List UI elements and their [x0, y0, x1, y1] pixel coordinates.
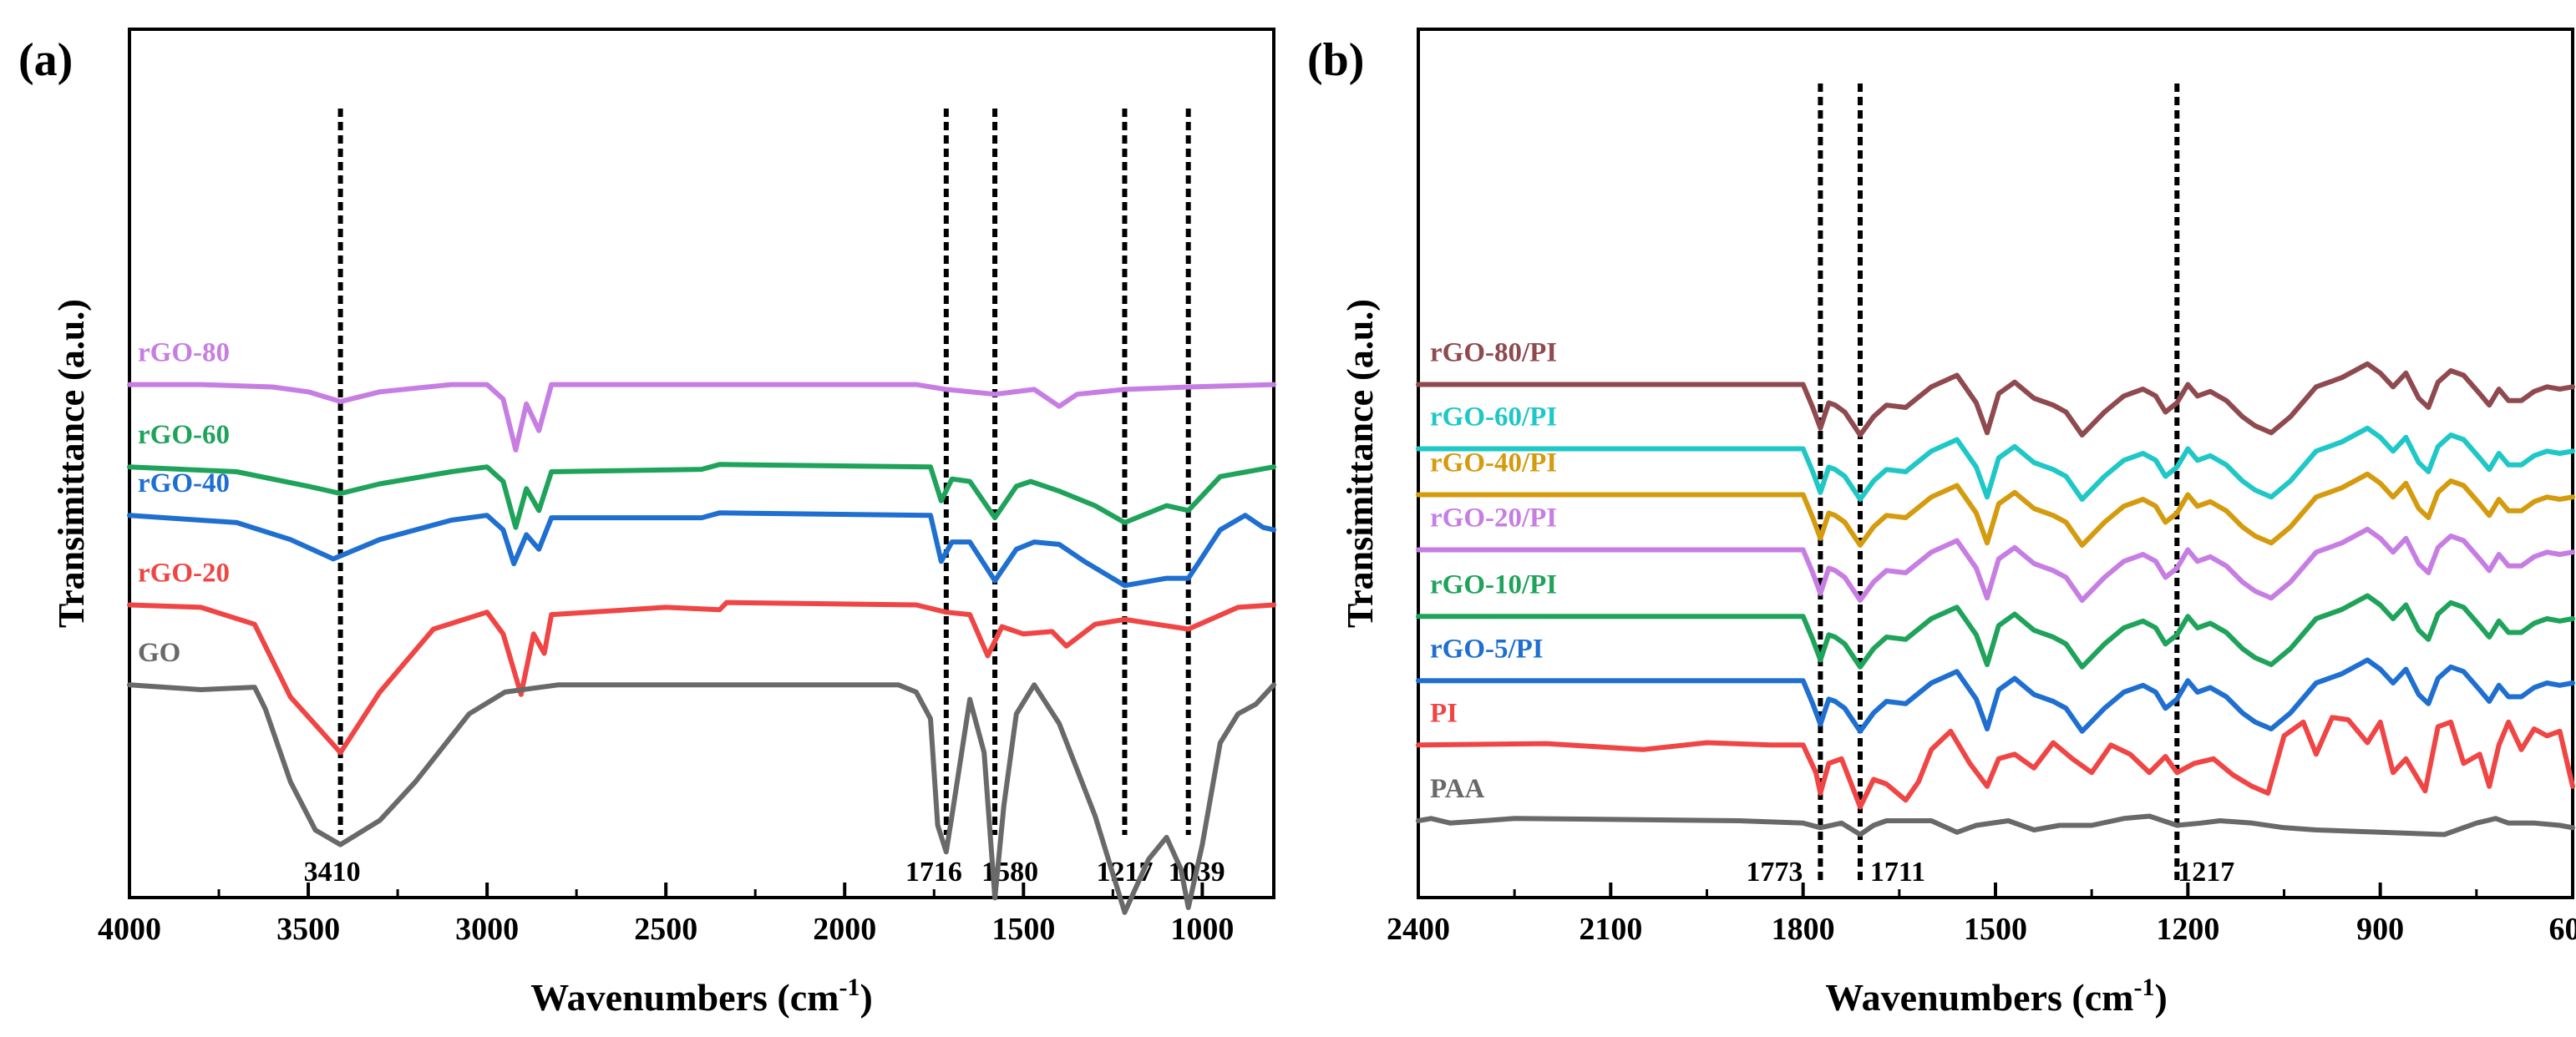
panel-a-series-rgo-40 [129, 513, 1274, 585]
panel-b-xlabel-close: ) [2154, 976, 2167, 1019]
panel-b-series: rGO-80/PI rGO-60/PI rGO-40/PI rGO-20/PI rGO-… [1418, 338, 2573, 835]
panel-b-series-label-paa: PAA [1430, 774, 1485, 804]
panel-a-x-axis-title: Wavenumbers (cm-1) [530, 974, 873, 1019]
panel-b-y-axis-title: Transimittance (a.u.) [1340, 299, 1381, 628]
panel-a-series: rGO-80 rGO-60 rGO-40 rGO-20 GO [129, 338, 1274, 913]
panel-b-series-label-rgo-5-pi: rGO-5/PI [1430, 634, 1544, 664]
panel-b-reference-label-1773: 1773 [1746, 857, 1803, 888]
panel-b-series-label-rgo-10-pi: rGO-10/PI [1430, 569, 1557, 599]
panel-a-series-label-go: GO [138, 638, 180, 668]
panel-b-series-pi [1418, 717, 2573, 807]
panel-a-series-label-rgo-40: rGO-40 [138, 468, 230, 498]
panel-b-series-rgo-5-pi [1418, 660, 2573, 731]
panel-b-x-tick-label-600: 600 [2549, 912, 2576, 947]
panel-b-x-tick-label-1500: 1500 [1964, 912, 2027, 947]
panel-a-x-tick-label-2000: 2000 [813, 912, 876, 947]
panel-b-x-tick-label-1200: 1200 [2156, 912, 2219, 947]
panel-b-x-axis-title: Wavenumbers (cm-1) [1825, 974, 2168, 1019]
panel-b-label: (b) [1307, 34, 1364, 86]
panel-a-frame [129, 29, 1274, 898]
panel-a-x-ticks: 4000 3500 3000 2500 2000 1500 1000 [98, 883, 1234, 947]
panel-b-series-rgo-40-pi [1418, 474, 2573, 545]
panel-b-series-paa [1418, 817, 2573, 835]
panel-b-series-rgo-80-pi [1418, 364, 2573, 435]
panel-a-x-tick-label-3500: 3500 [276, 912, 340, 947]
panel-a-series-rgo-80 [129, 385, 1274, 450]
panel-b-series-label-rgo-40-pi: rGO-40/PI [1430, 448, 1557, 478]
panel-a-reference-label-3410: 3410 [304, 857, 361, 888]
panel-b-reference-label-1711: 1711 [1870, 857, 1925, 888]
panel-a-xlabel-close: ) [860, 976, 872, 1019]
panel-a-y-axis-title: Transimittance (a.u.) [51, 299, 92, 628]
panel-b-xlabel-main: Wavenumbers (cm [1825, 976, 2133, 1019]
panel-b-series-label-rgo-20-pi: rGO-20/PI [1430, 503, 1557, 534]
panel-b-series-label-pi: PI [1430, 698, 1458, 728]
panel-b-x-tick-label-900: 900 [2356, 912, 2404, 947]
panel-a-reference-label-1716: 1716 [905, 857, 962, 888]
panel-a-label: (a) [18, 34, 73, 86]
panel-a-xlabel-main: Wavenumbers (cm [530, 976, 839, 1019]
panel-b-series-label-rgo-60-pi: rGO-60/PI [1430, 402, 1557, 433]
panel-b-series-label-rgo-80-pi: rGO-80/PI [1430, 338, 1557, 368]
panel-a-xlabel-sup: -1 [839, 974, 860, 1001]
panel-a-series-label-rgo-60: rGO-60 [138, 420, 230, 450]
panel-a-series-label-rgo-80: rGO-80 [138, 338, 230, 368]
panel-a-x-tick-label-1500: 1500 [991, 912, 1055, 947]
panel-a-x-tick-label-4000: 4000 [98, 912, 161, 947]
panel-a-series-label-rgo-20: rGO-20 [138, 559, 230, 589]
panel-b-x-tick-label-2100: 2100 [1579, 912, 1642, 947]
panel-b-series-rgo-10-pi [1418, 596, 2573, 667]
panel-b-x-tick-label-2400: 2400 [1387, 912, 1450, 947]
panel-a-x-tick-label-1000: 1000 [1170, 912, 1234, 947]
panel-b-x-ticks: 2400 2100 1800 1500 1200 900 600 [1387, 883, 2576, 947]
panel-b-x-tick-label-1800: 1800 [1772, 912, 1835, 947]
panel-b-series-rgo-20-pi [1418, 529, 2573, 600]
panel-a-x-tick-label-2500: 2500 [634, 912, 697, 947]
panel-b-xlabel-sup: -1 [2133, 974, 2154, 1001]
panel-a-series-rgo-20 [129, 603, 1274, 753]
panel-a-x-tick-label-3000: 3000 [455, 912, 519, 947]
